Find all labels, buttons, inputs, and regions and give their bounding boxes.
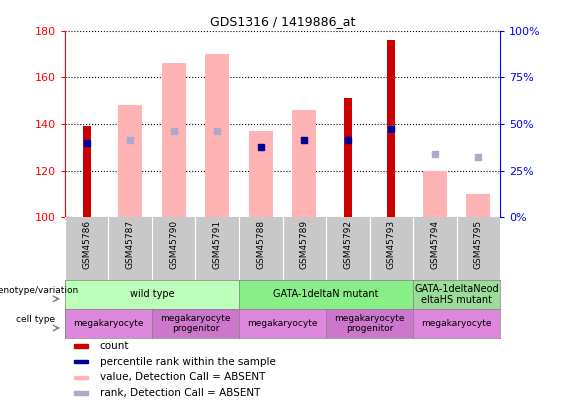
Bar — [205, 54, 229, 217]
Text: wild type: wild type — [130, 290, 174, 299]
Text: GATA-1deltaN mutant: GATA-1deltaN mutant — [273, 290, 379, 299]
Bar — [423, 171, 447, 217]
Text: megakaryocyte: megakaryocyte — [421, 319, 492, 328]
Text: count: count — [100, 341, 129, 351]
Text: GSM45789: GSM45789 — [300, 220, 308, 269]
Text: megakaryocyte
progenitor: megakaryocyte progenitor — [160, 314, 231, 333]
Text: GATA-1deltaNeod
eltaHS mutant: GATA-1deltaNeod eltaHS mutant — [414, 284, 499, 305]
Title: GDS1316 / 1419886_at: GDS1316 / 1419886_at — [210, 15, 355, 28]
Text: GSM45788: GSM45788 — [257, 220, 265, 269]
Text: megakaryocyte: megakaryocyte — [73, 319, 144, 328]
Text: genotype/variation: genotype/variation — [0, 286, 79, 294]
Bar — [73, 360, 88, 363]
Bar — [118, 105, 142, 217]
Bar — [388, 40, 395, 217]
Text: cell type: cell type — [16, 315, 55, 324]
Text: GSM45792: GSM45792 — [344, 220, 352, 269]
Text: rank, Detection Call = ABSENT: rank, Detection Call = ABSENT — [100, 388, 260, 398]
Bar — [344, 98, 351, 217]
Bar — [83, 126, 90, 217]
Bar — [73, 391, 88, 395]
Bar — [292, 110, 316, 217]
Text: GSM45794: GSM45794 — [431, 220, 439, 269]
Text: GSM45795: GSM45795 — [474, 220, 483, 269]
Text: megakaryocyte: megakaryocyte — [247, 319, 318, 328]
Text: GSM45786: GSM45786 — [82, 220, 91, 269]
Bar — [466, 194, 490, 217]
Bar — [249, 131, 273, 217]
Bar — [162, 63, 186, 217]
Text: percentile rank within the sample: percentile rank within the sample — [100, 357, 276, 367]
Text: GSM45791: GSM45791 — [213, 220, 221, 269]
Text: GSM45787: GSM45787 — [126, 220, 134, 269]
Text: GSM45790: GSM45790 — [170, 220, 178, 269]
Text: value, Detection Call = ABSENT: value, Detection Call = ABSENT — [100, 373, 265, 382]
Text: megakaryocyte
progenitor: megakaryocyte progenitor — [334, 314, 405, 333]
Bar — [73, 376, 88, 379]
Bar — [73, 344, 88, 348]
Text: GSM45793: GSM45793 — [387, 220, 396, 269]
